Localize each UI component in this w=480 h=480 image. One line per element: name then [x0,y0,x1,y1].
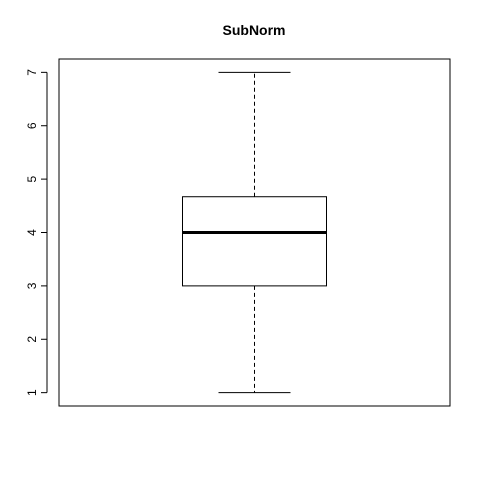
plot-frame [58,58,451,407]
y-tick-label: 6 [25,122,39,129]
y-tick-label: 7 [25,69,39,76]
y-tick-label: 2 [25,336,39,343]
box-group [182,71,327,394]
y-tick-label: 5 [25,175,39,182]
y-tick-label: 1 [25,389,39,396]
y-tick-label: 4 [25,229,39,236]
y-tick-label: 3 [25,282,39,289]
chart-title: SubNorm [223,22,286,38]
y-axis: 1 2 3 4 5 6 7 [25,69,48,396]
iqr-box [182,196,327,287]
